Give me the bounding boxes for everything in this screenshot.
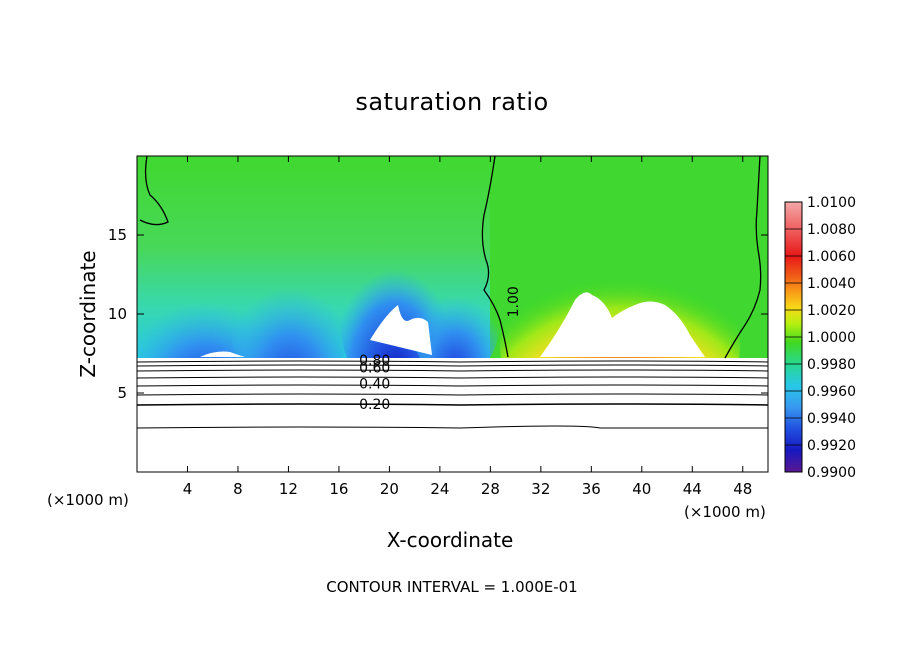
colorbar-frame xyxy=(784,201,803,473)
x-tick-label: 16 xyxy=(329,480,348,498)
colorbar-label: 1.0000 xyxy=(807,330,856,346)
contour-label: 0.20 xyxy=(359,397,390,413)
colorbar-label: 0.9900 xyxy=(807,465,856,481)
x-tick-label: 12 xyxy=(279,480,298,498)
colorbar-label: 1.0020 xyxy=(807,303,856,319)
x-tick-label: 24 xyxy=(430,480,449,498)
x-unit-left: (×1000 m) xyxy=(47,491,129,509)
x-tick-label: 48 xyxy=(733,480,752,498)
y-axis: 5 10 15 xyxy=(108,226,768,402)
y-tick-label: 5 xyxy=(117,384,127,402)
x-axis-label: X-coordinate xyxy=(386,528,514,552)
x-tick-label: 4 xyxy=(183,480,193,498)
y-tick-label: 10 xyxy=(108,305,127,323)
heatmap-field xyxy=(137,156,768,472)
colorbar-label: 1.0040 xyxy=(807,276,856,292)
colorbar-label: 0.9960 xyxy=(807,384,856,400)
x-axis: 4 8 12 16 20 24 28 32 36 40 44 48 xyxy=(183,156,752,498)
colorbar-label: 0.9940 xyxy=(807,411,856,427)
x-tick-label: 8 xyxy=(233,480,243,498)
chart-title: saturation ratio xyxy=(355,88,549,116)
x-tick-label: 28 xyxy=(481,480,500,498)
contour-interval-note: CONTOUR INTERVAL = 1.000E-01 xyxy=(326,578,578,596)
contour-labels: 1.00 0.800.600.40 0.20 xyxy=(359,286,522,413)
x-tick-label: 20 xyxy=(380,480,399,498)
y-tick-label: 15 xyxy=(108,226,127,244)
colorbar-label: 1.0060 xyxy=(807,249,856,265)
colorbar-label: 0.9920 xyxy=(807,438,856,454)
x-tick-label: 36 xyxy=(582,480,601,498)
colorbar-label: 1.0080 xyxy=(807,222,856,238)
x-unit-right: (×1000 m) xyxy=(684,503,766,521)
x-tick-label: 32 xyxy=(531,480,550,498)
x-tick-label: 44 xyxy=(683,480,702,498)
contour-label: 0.40 xyxy=(359,377,390,393)
colorbar-labels: 1.0100 1.0080 1.0060 1.0040 1.0020 1.0000 0.99… xyxy=(807,195,856,481)
x-tick-label: 40 xyxy=(632,480,651,498)
contour-label: 1.00 xyxy=(506,286,522,317)
colorbar-label: 1.0100 xyxy=(807,195,856,211)
y-axis-label: Z-coordinate xyxy=(76,250,100,378)
contour-label: 0.60 xyxy=(359,361,390,377)
colorbar-label: 0.9980 xyxy=(807,357,856,373)
contour-label: 0.80 xyxy=(359,353,390,369)
